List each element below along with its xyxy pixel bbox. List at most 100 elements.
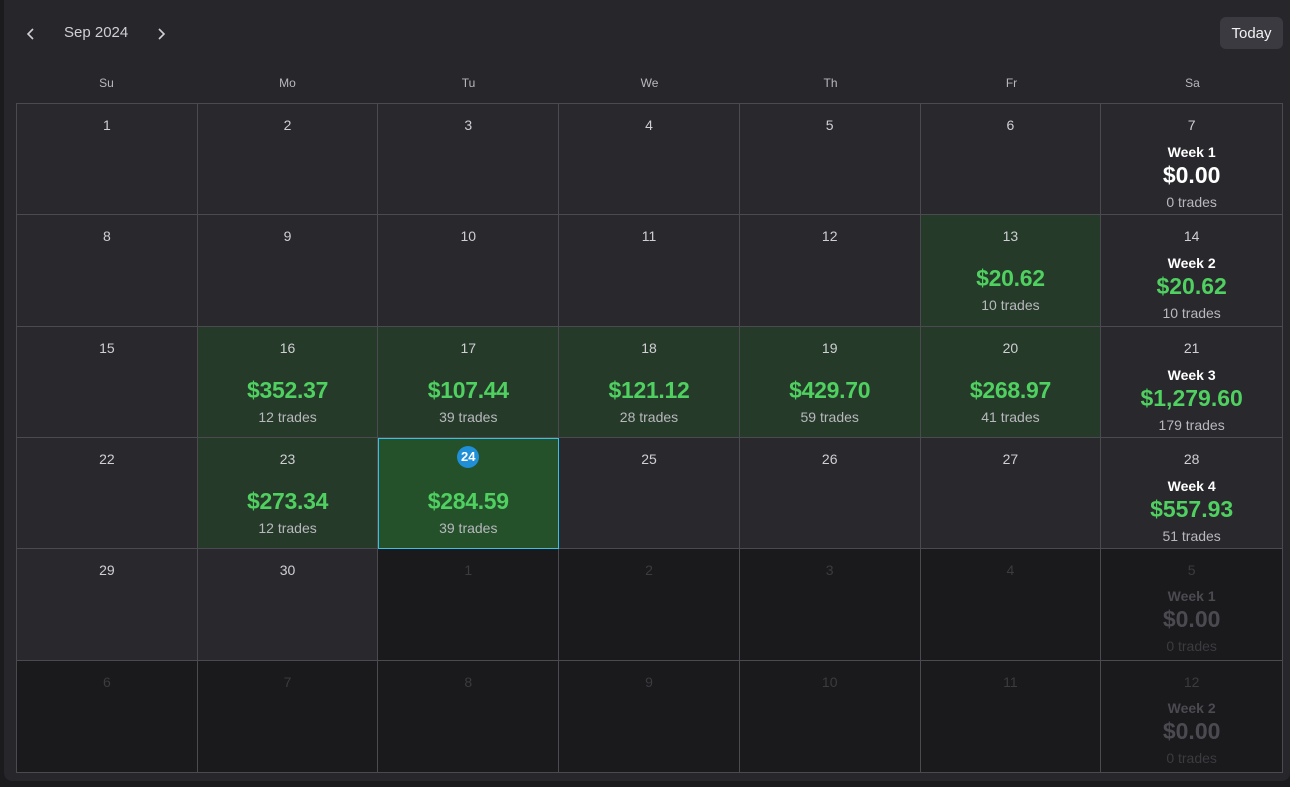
day-cell[interactable]: 17 $107.44 39 trades xyxy=(378,326,560,438)
day-cell[interactable]: 29 xyxy=(17,549,198,661)
week-trade-count: 0 trades xyxy=(1166,194,1217,210)
weekday-label: Mo xyxy=(279,76,296,90)
day-number: 9 xyxy=(645,673,653,690)
day-number: 9 xyxy=(283,228,292,245)
day-cell[interactable]: 26 xyxy=(739,438,921,550)
day-cell-outside-month[interactable]: 4 xyxy=(920,549,1102,661)
day-cell[interactable]: 24 $284.59 39 trades xyxy=(378,438,560,550)
day-cell[interactable]: 10 xyxy=(378,215,560,327)
day-cell[interactable]: 13 $20.62 10 trades xyxy=(920,215,1102,327)
week-trade-count: 51 trades xyxy=(1162,528,1221,544)
day-cell[interactable]: 4 xyxy=(559,104,740,216)
weekday-label: We xyxy=(640,76,659,90)
week-pnl: $0.00 xyxy=(1162,717,1221,744)
weekday-label: Fr xyxy=(1005,76,1018,90)
day-cell[interactable]: 25 xyxy=(559,438,740,550)
day-number: 1 xyxy=(102,117,111,133)
week-title: Week 4 xyxy=(1167,478,1216,494)
day-cell[interactable]: 1 xyxy=(17,104,198,216)
week-summary-cell[interactable]: 12 Week 2 $0.00 0 trades xyxy=(1101,660,1282,772)
week-summary-cell[interactable]: 28 Week 4 $557.93 51 trades xyxy=(1101,438,1282,550)
week-summary-cell[interactable]: 14 Week 2 $20.62 10 trades xyxy=(1101,215,1282,327)
day-number: 28 xyxy=(1183,451,1200,467)
week-pnl: $1,279.60 xyxy=(1140,384,1243,411)
day-pnl: $429.70 xyxy=(789,376,871,403)
day-cell-outside-month[interactable]: 2 xyxy=(559,549,740,661)
day-cell[interactable]: 27 xyxy=(920,438,1102,550)
day-cell[interactable]: 9 xyxy=(197,215,379,327)
day-cell[interactable]: 18 $121.12 28 trades xyxy=(559,326,740,438)
day-cell[interactable]: 15 xyxy=(17,326,198,438)
weekday-label: Sa xyxy=(1185,76,1200,90)
day-cell-outside-month[interactable]: 7 xyxy=(197,660,379,772)
day-cell[interactable]: 6 xyxy=(920,104,1102,216)
day-cell-outside-month[interactable]: 3 xyxy=(739,549,921,661)
week-title: Week 1 xyxy=(1167,144,1216,160)
day-number: 22 xyxy=(99,451,115,467)
chevron-right-icon xyxy=(158,28,166,40)
week-pnl: $20.62 xyxy=(1156,273,1227,300)
day-cell[interactable]: 12 xyxy=(739,215,921,327)
day-cell[interactable]: 19 $429.70 59 trades xyxy=(739,326,921,438)
weekday-label: Su xyxy=(99,76,114,90)
day-cell[interactable]: 30 xyxy=(197,549,379,661)
week-pnl: $0.00 xyxy=(1162,162,1221,188)
day-cell[interactable]: 2 xyxy=(197,104,379,216)
week-title: Week 1 xyxy=(1167,588,1216,605)
day-number: 3 xyxy=(464,117,473,133)
week-summary-cell[interactable]: 21 Week 3 $1,279.60 179 trades xyxy=(1101,326,1282,438)
day-cell[interactable]: 22 xyxy=(17,438,198,550)
day-cell-outside-month[interactable]: 10 xyxy=(739,660,921,772)
day-cell-outside-month[interactable]: 9 xyxy=(559,660,740,772)
day-cell-outside-month[interactable]: 1 xyxy=(378,549,560,661)
week-trade-count: 10 trades xyxy=(1162,305,1221,322)
week-trade-count: 0 trades xyxy=(1166,749,1217,766)
day-trade-count: 28 trades xyxy=(619,408,679,425)
day-number: 19 xyxy=(821,339,838,356)
day-number: 3 xyxy=(825,562,834,579)
day-number: 23 xyxy=(279,451,296,467)
day-cell[interactable]: 3 xyxy=(378,104,560,216)
day-number: 18 xyxy=(641,339,657,356)
day-number: 12 xyxy=(1183,673,1200,690)
prev-month-button[interactable] xyxy=(18,20,44,48)
week-pnl: $0.00 xyxy=(1162,606,1221,633)
day-number: 10 xyxy=(821,673,838,690)
today-badge: 24 xyxy=(457,446,480,468)
day-number: 29 xyxy=(99,562,115,579)
day-number: 6 xyxy=(1006,117,1015,133)
day-cell[interactable]: 5 xyxy=(739,104,921,216)
day-number: 16 xyxy=(279,339,296,356)
day-cell-outside-month[interactable]: 6 xyxy=(17,660,198,772)
day-trade-count: 10 trades xyxy=(981,297,1040,314)
next-month-button[interactable] xyxy=(148,20,174,48)
day-cell-outside-month[interactable]: 11 xyxy=(920,660,1102,772)
day-cell[interactable]: 23 $273.34 12 trades xyxy=(197,438,379,550)
day-number: 25 xyxy=(641,451,657,467)
day-cell[interactable]: 20 $268.97 41 trades xyxy=(920,326,1102,438)
day-number: 4 xyxy=(1006,562,1015,579)
week-trade-count: 179 trades xyxy=(1158,416,1225,433)
calendar-grid: 1 2 3 4 5 6 7 Week 1 $0.00 0 trades 8 9 10 11 12 13 $20.… xyxy=(16,103,1283,773)
day-number: 1 xyxy=(464,562,473,579)
day-number: 2 xyxy=(645,562,653,579)
week-title: Week 2 xyxy=(1167,699,1216,716)
week-title: Week 2 xyxy=(1167,255,1216,272)
day-number: 15 xyxy=(99,339,115,356)
weekday-header-row: Su Mo Tu We Th Fr Sa xyxy=(16,68,1283,103)
day-number: 7 xyxy=(283,673,292,690)
day-cell[interactable]: 16 $352.37 12 trades xyxy=(197,326,379,438)
day-number: 5 xyxy=(1187,562,1196,579)
day-number: 4 xyxy=(645,117,653,133)
day-pnl: $284.59 xyxy=(427,488,509,514)
day-cell[interactable]: 8 xyxy=(17,215,198,327)
day-number: 21 xyxy=(1183,339,1200,356)
today-button[interactable]: Today xyxy=(1220,17,1283,49)
day-number: 26 xyxy=(821,451,838,467)
day-number: 30 xyxy=(279,562,296,579)
week-summary-cell[interactable]: 7 Week 1 $0.00 0 trades xyxy=(1101,104,1282,216)
day-cell-outside-month[interactable]: 8 xyxy=(378,660,560,772)
day-cell[interactable]: 11 xyxy=(559,215,740,327)
weekday-label: Th xyxy=(823,76,838,90)
week-summary-cell[interactable]: 5 Week 1 $0.00 0 trades xyxy=(1101,549,1282,661)
